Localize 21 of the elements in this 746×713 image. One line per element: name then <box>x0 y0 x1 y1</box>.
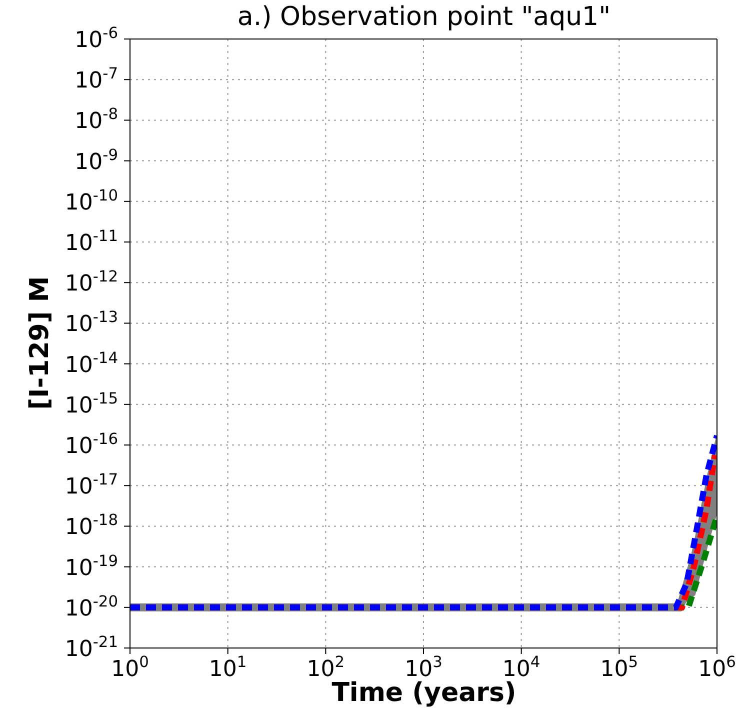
y-tick-label: 10$^{-8}$ <box>74 105 118 134</box>
y-tick-label: 10$^{-6}$ <box>74 24 118 53</box>
y-tick-label: 10$^{-16}$ <box>64 430 118 459</box>
y-tick-label: 10$^{-13}$ <box>64 308 118 338</box>
y-tick-label: 10$^{-10}$ <box>64 186 118 216</box>
chart-title: a.) Observation point "aqu1" <box>236 2 612 32</box>
y-tick-label: 10$^{-19}$ <box>64 552 118 581</box>
y-tick-label: 10$^{-18}$ <box>64 511 118 540</box>
x-tick-label: 10$^{0}$ <box>111 653 149 682</box>
y-tick-label: 10$^{-7}$ <box>74 64 118 94</box>
y-tick-label: 10$^{-14}$ <box>64 348 118 378</box>
y-axis-title: [I-129] M <box>25 276 55 410</box>
y-tick-label: 10$^{-15}$ <box>64 389 118 418</box>
y-tick-label: 10$^{-11}$ <box>64 227 118 256</box>
y-tick-label: 10$^{-20}$ <box>64 592 118 622</box>
x-tick-label: 10$^{5}$ <box>600 653 638 682</box>
x-tick-label: 10$^{6}$ <box>698 653 736 682</box>
y-tick-label: 10$^{-12}$ <box>64 268 118 297</box>
y-tick-label: 10$^{-17}$ <box>64 470 118 500</box>
y-tick-label: 10$^{-9}$ <box>74 146 118 175</box>
x-tick-label: 10$^{1}$ <box>208 653 247 682</box>
